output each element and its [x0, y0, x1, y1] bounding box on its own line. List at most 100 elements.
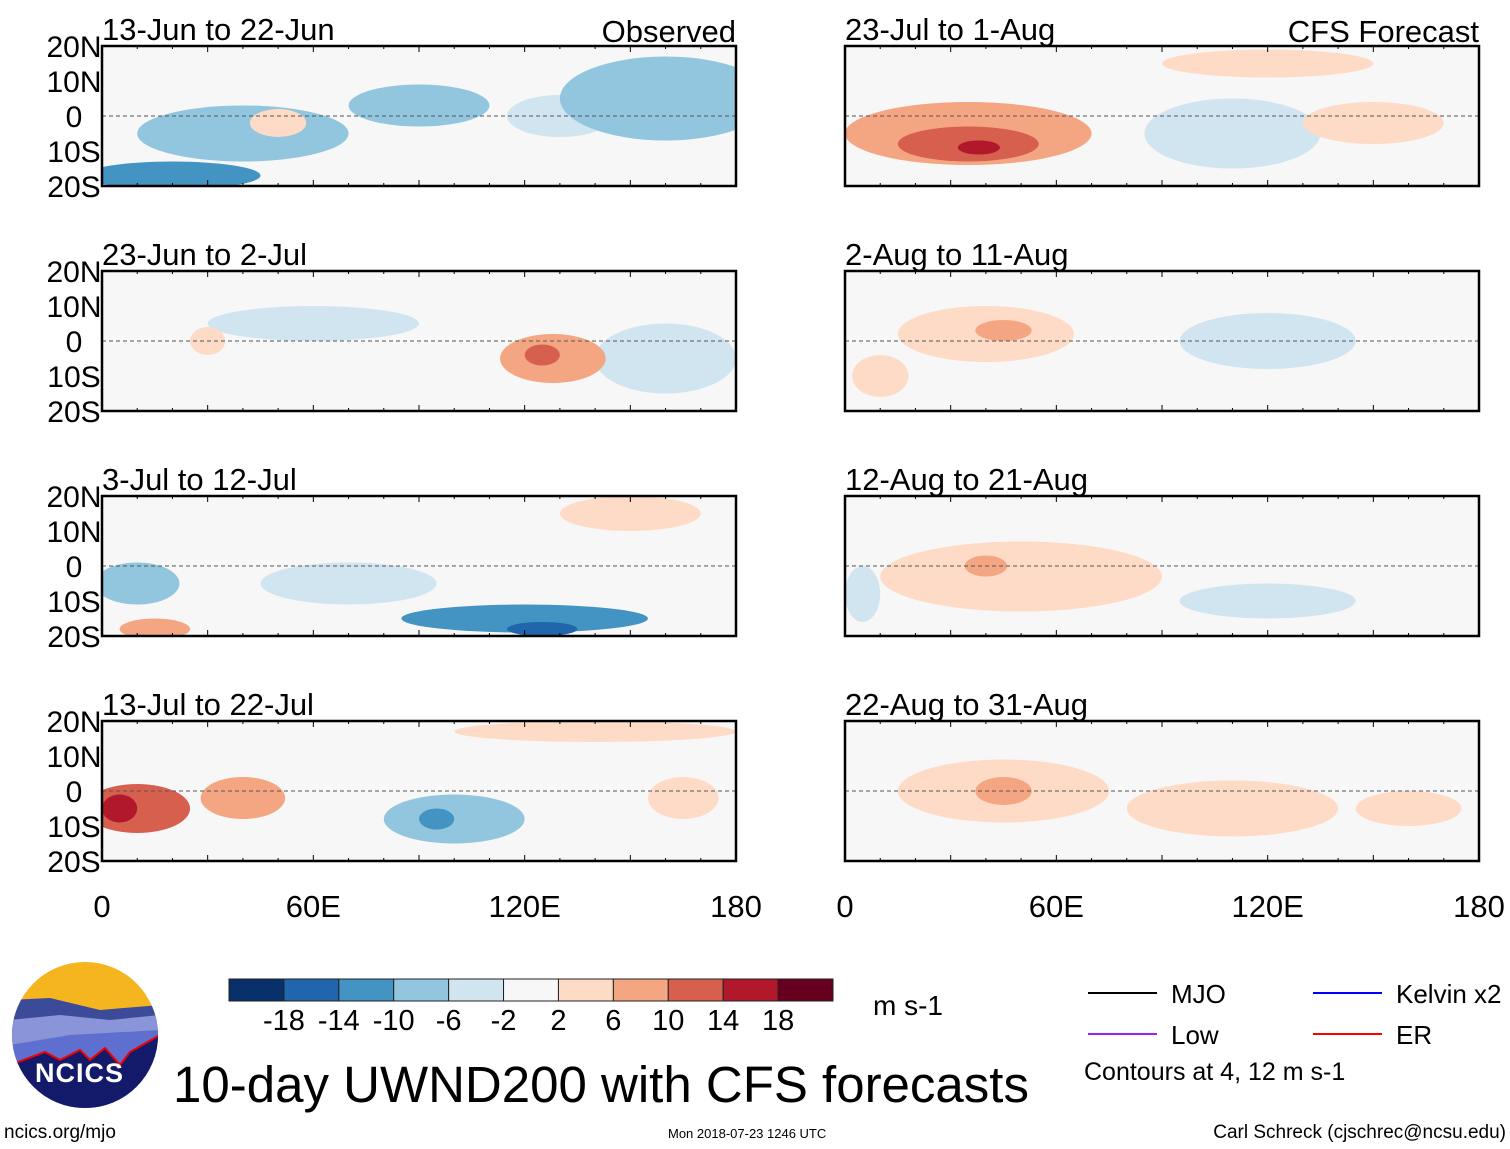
anomaly-region	[401, 604, 648, 633]
anomaly-region	[852, 355, 909, 397]
panel-title: 23-Jul to 1-Aug	[845, 12, 1055, 47]
colorbar-tick-label: 6	[605, 1005, 621, 1037]
lat-tick-label: 20S	[47, 171, 100, 204]
legend: MJO Kelvin x2 Low ER	[1088, 979, 1502, 1050]
anomaly-region	[207, 306, 419, 341]
colorbar-tick-label: 2	[550, 1005, 566, 1037]
colorbar-tick-label: -14	[318, 1005, 360, 1037]
anomaly-region	[1355, 791, 1462, 826]
contour-note: Contours at 4, 12 m s-1	[1084, 1058, 1346, 1086]
units-label: m s-1	[873, 990, 943, 1021]
anomaly-region	[102, 794, 138, 823]
lon-tick-label: 120E	[488, 889, 560, 924]
panel: 12-Aug to 21-Aug	[843, 462, 1481, 638]
anomaly-region	[1126, 780, 1339, 837]
anomaly-region	[647, 777, 719, 819]
anomaly-region	[595, 323, 736, 394]
anomaly-region	[957, 140, 1000, 155]
colorbar-tick-label: -10	[373, 1005, 415, 1037]
colorbar-tick-label: 14	[707, 1005, 739, 1037]
colorbar-swatch	[228, 978, 285, 1002]
anomaly-region	[507, 622, 578, 636]
lat-tick-label: 20S	[47, 621, 100, 654]
panel: 23-Jul to 1-Aug CFS Forecast	[843, 12, 1481, 188]
legend-label: ER	[1396, 1020, 1432, 1050]
colorbar-swatch	[393, 978, 450, 1002]
colorbar-swatch	[448, 978, 505, 1002]
lon-tick-label: 60E	[286, 889, 341, 924]
anomaly-region	[454, 721, 736, 742]
panel-title: 23-Jun to 2-Jul	[102, 237, 307, 272]
colorbar-swatch	[283, 978, 340, 1002]
lat-tick-label: 20S	[47, 846, 100, 879]
anomaly-region	[845, 566, 881, 622]
site-link[interactable]: ncics.org/mjo	[4, 1122, 116, 1143]
panel-title: 13-Jul to 22-Jul	[102, 687, 314, 722]
colorbar-swatch	[557, 978, 614, 1002]
colorbar-swatch	[667, 978, 724, 1002]
anomaly-region	[249, 109, 307, 137]
colorbar-swatch	[722, 978, 779, 1002]
author-credit: Carl Schreck (cjschrec@ncsu.edu)	[1213, 1122, 1506, 1143]
ncics-logo	[12, 962, 158, 1108]
colorbar-tick-label: -6	[436, 1005, 462, 1037]
lon-tick-label: 60E	[1029, 889, 1084, 924]
logo-text: NCICS	[35, 1058, 125, 1088]
legend-label: MJO	[1171, 979, 1226, 1009]
lat-tick-label: 20S	[47, 396, 100, 429]
anomaly-region	[975, 320, 1032, 341]
lon-tick-label: 180	[1453, 889, 1505, 924]
anomaly-region	[559, 496, 701, 531]
colorbar-swatch	[612, 978, 669, 1002]
panel-title: 22-Aug to 31-Aug	[845, 687, 1088, 722]
colorbar-tick-label: 10	[652, 1005, 684, 1037]
colorbar-tick-label: -2	[491, 1005, 517, 1037]
panel-title: 3-Jul to 12-Jul	[102, 462, 297, 497]
panel: 22-Aug to 31-Aug 0 60E 120E 180	[836, 687, 1504, 924]
anomaly-region	[348, 84, 490, 127]
timestamp: Mon 2018-07-23 1246 UTC	[668, 1126, 827, 1141]
colorbar-tick-label: -18	[263, 1005, 305, 1037]
anomaly-region	[200, 777, 286, 819]
lon-tick-label: 180	[710, 889, 762, 924]
anomaly-region	[524, 344, 560, 366]
anomaly-region	[419, 808, 455, 830]
lat-tick-label: 0	[66, 326, 83, 359]
colorbar-swatch	[338, 978, 395, 1002]
anomaly-region	[137, 105, 349, 162]
anomaly-region	[102, 562, 180, 605]
anomaly-region	[102, 161, 261, 186]
lon-tick-label: 0	[836, 889, 853, 924]
figure-title: 10-day UWND200 with CFS forecasts	[173, 1056, 1029, 1113]
lat-tick-label: 20N	[46, 706, 101, 739]
panel-title: 2-Aug to 11-Aug	[845, 237, 1068, 272]
lat-tick-label: 0	[66, 551, 83, 584]
anomaly-region	[1179, 583, 1356, 619]
lat-tick-label: 10S	[47, 586, 100, 619]
colorbar-swatch	[777, 978, 834, 1002]
anomaly-region	[1162, 49, 1374, 78]
lon-tick-label: 120E	[1231, 889, 1303, 924]
column-label: CFS Forecast	[1288, 14, 1480, 49]
legend-label: Kelvin x2	[1396, 979, 1502, 1009]
lat-tick-label: 10N	[46, 516, 101, 549]
colorbar-swatch	[503, 978, 559, 1002]
lat-tick-label: 10S	[47, 811, 100, 844]
lat-tick-label: 0	[66, 776, 83, 809]
lat-tick-label: 20N	[46, 256, 101, 289]
lat-tick-label: 10N	[46, 741, 101, 774]
lat-tick-label: 10N	[46, 66, 101, 99]
anomaly-region	[559, 56, 736, 141]
colorbar-tick-label: 18	[762, 1005, 794, 1037]
anomaly-region	[1302, 102, 1444, 144]
anomaly-region	[119, 618, 191, 636]
panel-title: 13-Jun to 22-Jun	[102, 12, 335, 47]
panel: 2-Aug to 11-Aug	[843, 237, 1481, 413]
anomaly-region	[1144, 98, 1321, 169]
